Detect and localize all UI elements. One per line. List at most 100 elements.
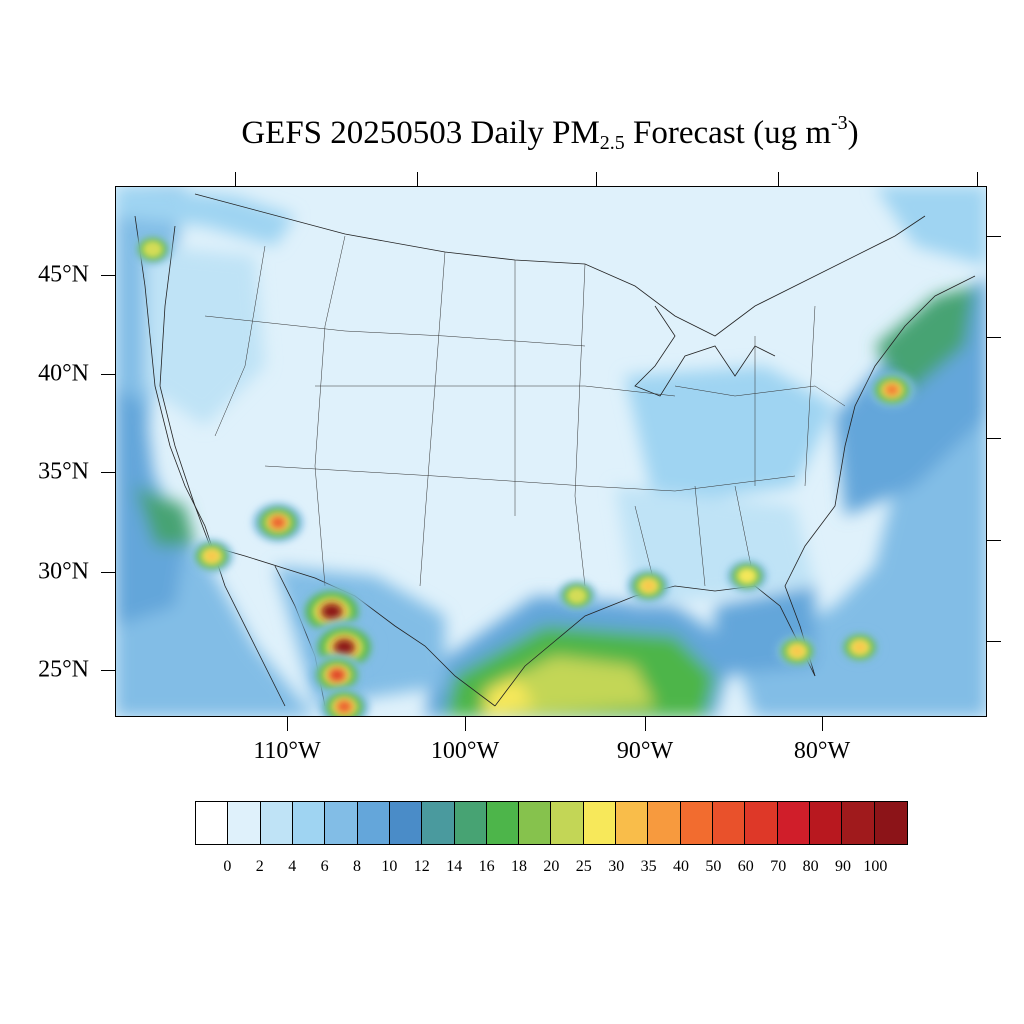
- lon-tick-top: [235, 172, 237, 186]
- legend-swatch: [842, 802, 875, 844]
- hotspot-ring: [740, 571, 754, 581]
- hotspot-ring: [270, 516, 286, 529]
- lat-tick: [101, 275, 115, 277]
- legend-swatch: [809, 802, 843, 844]
- legend-swatch: [260, 802, 293, 844]
- legend-label: 25: [575, 858, 592, 875]
- title-units-prefix: Forecast (ug m: [624, 115, 831, 151]
- lon-tick: [287, 717, 289, 731]
- legend-label: 60: [737, 858, 754, 875]
- lon-label-100w: 100°W: [430, 738, 500, 764]
- lon-tick: [645, 717, 647, 731]
- lon-tick-top: [417, 172, 419, 186]
- legend-swatch: [422, 802, 455, 844]
- legend-label: 18: [511, 858, 527, 875]
- legend-label: 6: [320, 858, 329, 875]
- lon-tick: [465, 717, 467, 731]
- lat-tick: [101, 572, 115, 574]
- title-units-suffix: ): [847, 115, 859, 151]
- lon-tick-top: [977, 172, 979, 186]
- pm25-map: [115, 186, 987, 717]
- hotspot-layer: [133, 234, 916, 717]
- hotspot-ring: [641, 580, 656, 591]
- lat-label-35n: 35°N: [38, 458, 89, 485]
- lat-tick-right: [987, 438, 1001, 440]
- pm25-hotspot: [558, 581, 596, 611]
- hotspot-ring: [884, 384, 900, 396]
- pm25-hotspot: [319, 687, 370, 717]
- legend-label: 10: [381, 858, 398, 875]
- legend-label: 8: [353, 858, 361, 875]
- lat-tick-right: [987, 641, 1001, 643]
- lat-tick: [101, 374, 115, 376]
- legend-swatch: [777, 802, 810, 844]
- color-legend: [195, 801, 908, 845]
- lon-label-90w: 90°W: [616, 738, 674, 764]
- legend-label: 35: [640, 858, 657, 875]
- hotspot-ring: [205, 551, 219, 562]
- legend-swatch: [454, 802, 487, 844]
- legend-swatch: [583, 802, 617, 844]
- legend-swatch: [228, 802, 261, 844]
- legend-swatch: [745, 802, 778, 844]
- legend-label: 2: [255, 858, 264, 875]
- map-title: GEFS 20250503 Daily PM2.5 Forecast (ug m…: [0, 112, 1024, 155]
- lat-label-40n: 40°N: [38, 360, 89, 387]
- legend-swatch: [196, 802, 229, 844]
- hotspot-ring: [571, 591, 583, 601]
- hotspot-ring: [328, 668, 346, 682]
- pm25-hotspot: [727, 560, 767, 592]
- boundaries: [134, 193, 976, 707]
- legend-swatch: [713, 802, 746, 844]
- lon-tick-top: [778, 172, 780, 186]
- lon-tick: [822, 717, 824, 731]
- legend-label: 90: [835, 858, 851, 875]
- lat-tick: [101, 472, 115, 474]
- legend-label: 70: [770, 858, 787, 875]
- pm25-hotspot: [776, 635, 819, 668]
- legend-swatch: [389, 802, 423, 844]
- legend-swatch: [551, 802, 584, 844]
- legend-swatch: [357, 802, 390, 844]
- pm25-hotspot: [252, 503, 304, 542]
- legend-label: 30: [608, 858, 625, 875]
- hotspot-ring: [790, 646, 804, 657]
- legend-label: 50: [705, 858, 722, 875]
- lon-label-110w: 110°W: [253, 738, 321, 764]
- hotspot-ring: [853, 642, 867, 653]
- legend-swatch: [486, 802, 520, 844]
- map-panel: [115, 186, 987, 717]
- pm25-hotspot: [133, 234, 172, 264]
- hotspot-ring: [336, 700, 353, 713]
- lat-label-25n: 25°N: [38, 656, 89, 683]
- lat-tick-right: [987, 236, 1001, 238]
- pm25-hotspot: [627, 569, 670, 603]
- legend-swatch: [648, 802, 681, 844]
- hotspot-ring: [333, 638, 356, 656]
- title-subscript: 2.5: [599, 132, 625, 154]
- legend-swatch: [292, 802, 326, 844]
- legend-label: 80: [802, 858, 819, 875]
- pm25-hotspot: [190, 540, 233, 573]
- pm25-hotspot: [868, 372, 916, 408]
- lon-tick-top: [596, 172, 598, 186]
- pm25-hotspot: [309, 654, 365, 696]
- lat-tick-right: [987, 540, 1001, 542]
- lat-label-45n: 45°N: [38, 261, 89, 288]
- hotspot-ring: [320, 603, 343, 621]
- lat-tick: [101, 670, 115, 672]
- title-superscript: -3: [831, 112, 848, 134]
- legend-label: 40: [673, 858, 689, 875]
- legend-swatch: [616, 802, 649, 844]
- lat-tick-right: [987, 337, 1001, 339]
- legend-label: 14: [446, 858, 463, 875]
- title-main: GEFS 20250503 Daily PM: [241, 115, 600, 151]
- legend-label: 0: [223, 858, 232, 875]
- legend-swatch: [325, 802, 358, 844]
- hotspot-ring: [146, 244, 159, 254]
- lon-label-80w: 80°W: [793, 738, 851, 764]
- legend-label: 20: [543, 858, 560, 875]
- legend-swatch: [519, 802, 552, 844]
- legend-swatch: [680, 802, 713, 844]
- legend-label: 100: [863, 858, 888, 875]
